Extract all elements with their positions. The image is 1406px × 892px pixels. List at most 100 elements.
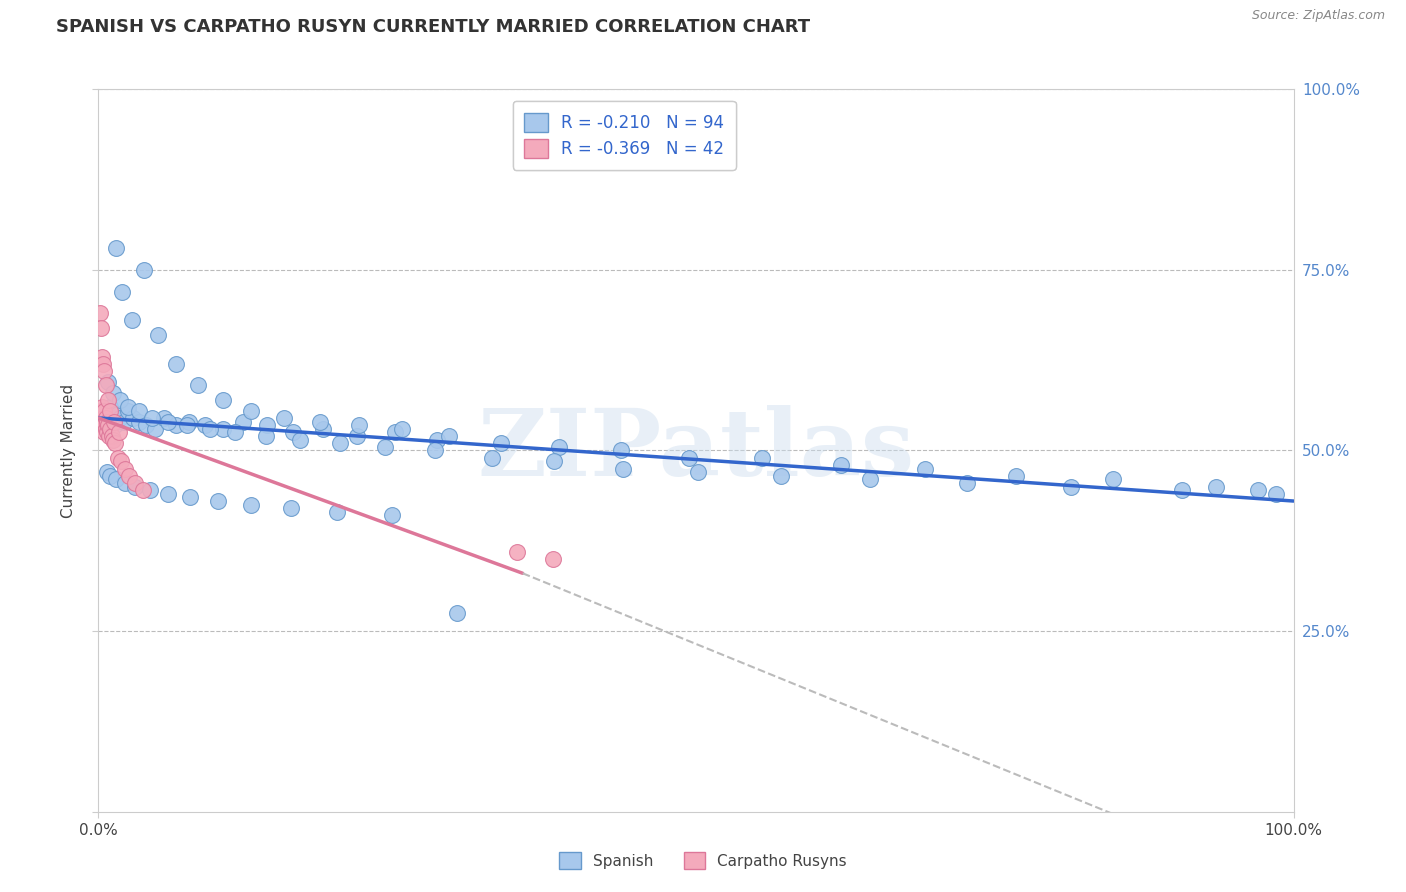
Point (914, 461, 936, 475)
Point (312, 422, 335, 436)
Point (141, 411, 163, 425)
Point (254, 429, 277, 443)
Point (131, 483, 153, 498)
Point (1102, 472, 1125, 486)
Point (207, 494, 229, 508)
Point (156, 487, 179, 501)
Point (112, 415, 135, 429)
Point (101, 433, 124, 447)
Point (94, 411, 117, 425)
Point (91, 411, 114, 425)
Point (96, 415, 118, 429)
Point (114, 475, 136, 490)
Point (124, 475, 146, 490)
Point (90, 403, 112, 417)
Point (391, 422, 413, 436)
Point (118, 468, 141, 483)
Point (117, 400, 139, 414)
Point (93, 364, 115, 378)
Point (165, 418, 187, 433)
Point (93, 425, 115, 440)
Point (1247, 483, 1270, 498)
Point (97, 411, 120, 425)
Point (437, 429, 460, 443)
Point (1060, 480, 1083, 494)
Point (506, 544, 529, 558)
Point (110, 454, 132, 468)
Point (1005, 468, 1028, 483)
Point (97, 375, 120, 389)
Point (211, 422, 233, 436)
Text: Source: ZipAtlas.com: Source: ZipAtlas.com (1251, 9, 1385, 22)
Point (91, 407, 114, 421)
Point (139, 483, 162, 498)
Point (98, 429, 121, 443)
Text: SPANISH VS CARPATHO RUSYN CURRENTLY MARRIED CORRELATION CHART: SPANISH VS CARPATHO RUSYN CURRENTLY MARR… (56, 18, 810, 36)
Point (194, 418, 217, 433)
Point (105, 241, 128, 255)
Point (94, 378, 117, 392)
Point (91, 411, 114, 425)
Point (240, 498, 263, 512)
Point (481, 450, 503, 465)
Point (830, 458, 852, 472)
Point (609, 443, 631, 458)
Point (489, 436, 512, 450)
Point (128, 403, 150, 417)
Point (1264, 487, 1286, 501)
Point (543, 454, 565, 468)
Point (425, 443, 447, 458)
Point (769, 468, 792, 483)
Point (187, 378, 209, 392)
Point (89, 306, 111, 320)
Point (224, 425, 246, 440)
Point (96, 403, 118, 417)
Point (153, 411, 176, 425)
Point (541, 551, 564, 566)
Point (122, 411, 145, 425)
Point (91, 400, 114, 414)
Point (176, 418, 198, 433)
Point (101, 411, 124, 425)
Point (108, 392, 131, 407)
Legend: R = -0.210   N = 94, R = -0.369   N = 42: R = -0.210 N = 94, R = -0.369 N = 42 (513, 101, 735, 169)
Point (104, 436, 127, 450)
Point (124, 480, 146, 494)
Point (198, 422, 221, 436)
Point (211, 392, 233, 407)
Point (1205, 480, 1227, 494)
Point (547, 440, 569, 454)
Point (329, 436, 352, 450)
Point (104, 418, 127, 433)
Point (90, 411, 112, 425)
Point (156, 415, 179, 429)
Point (446, 606, 468, 620)
Point (426, 433, 449, 447)
Point (89, 415, 111, 429)
Point (612, 461, 634, 475)
Point (114, 461, 136, 475)
Point (381, 508, 404, 523)
Point (105, 472, 128, 486)
Point (956, 475, 979, 490)
Point (91, 357, 114, 371)
Point (135, 418, 157, 433)
Point (89, 407, 111, 421)
Point (91, 415, 114, 429)
Point (91, 418, 114, 433)
Point (859, 472, 882, 486)
Legend: Spanish, Carpatho Rusyns: Spanish, Carpatho Rusyns (553, 846, 853, 875)
Point (132, 262, 155, 277)
Point (346, 429, 368, 443)
Point (98, 403, 122, 417)
Point (678, 450, 700, 465)
Point (256, 418, 278, 433)
Point (1171, 483, 1194, 498)
Point (384, 425, 406, 440)
Point (91, 350, 114, 364)
Point (117, 403, 139, 417)
Point (93, 418, 115, 433)
Point (232, 415, 254, 429)
Point (90, 418, 112, 433)
Point (96, 425, 118, 440)
